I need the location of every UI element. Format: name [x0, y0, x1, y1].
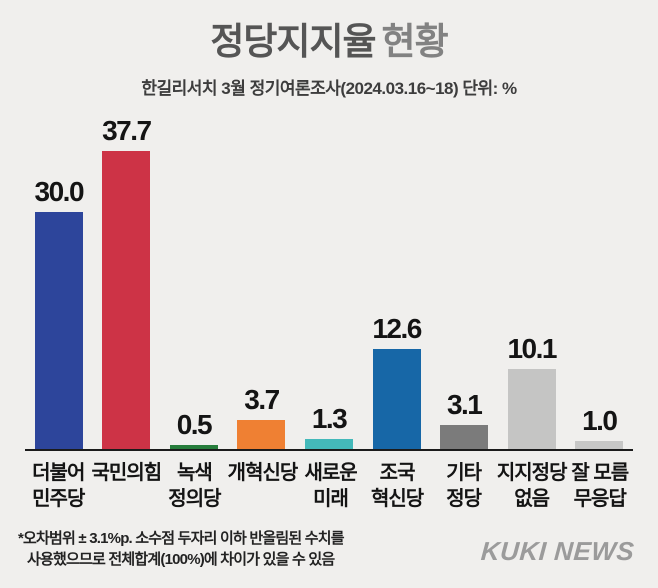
category-label: 녹색 정의당 [168, 461, 221, 510]
x-axis-line [25, 448, 633, 451]
category-label: 지지정당 없음 [496, 461, 568, 510]
category-label: 국민의힘 [91, 461, 163, 484]
bar-value-label: 0.5 [176, 408, 213, 440]
bar-chart: 30.0 37.7 0.5 3.7 1.3 12.6 3.1 10.1 1.0 더불어 민주당 국민… [0, 113, 658, 512]
category-label: 더불어 민주당 [32, 461, 85, 510]
bar-column: 0.5 [160, 408, 228, 449]
footnote: *오차범위 ± 3.1%p. 소수점 두자리 이하 반올림된 수치를 사용했으므… [18, 528, 345, 572]
bar-column: 3.7 [228, 383, 296, 449]
footnote-line-2: 사용했으므로 전체합계(100%)에 차이가 있을 수 있음 [27, 551, 335, 569]
bar [372, 348, 421, 449]
bar [34, 211, 83, 449]
bar [237, 419, 286, 449]
bar-value-label: 37.7 [102, 114, 152, 146]
category-label-row: 더불어 민주당 국민의힘 녹색 정의당 개혁신당 새로운 미래 조국 혁신당 기타 정당 지지정당 없음 잘… [25, 451, 633, 512]
category-label: 기타 정당 [446, 461, 482, 510]
plot-area: 30.0 37.7 0.5 3.7 1.3 12.6 3.1 10.1 1.0 [25, 113, 633, 449]
footnote-line-1: *오차범위 ± 3.1%p. 소수점 두자리 이하 반올림된 수치를 [18, 529, 345, 547]
category-label: 조국 혁신당 [370, 461, 424, 510]
chart-header: 정당지지율 현황 한길리서치 3월 정기여론조사(2024.03.16~18) 단… [0, 0, 658, 99]
bar-column: 10.1 [498, 332, 566, 449]
bar-value-label: 12.6 [372, 312, 422, 344]
page-title-sub: 현황 [381, 21, 449, 62]
bar [575, 440, 624, 449]
page-title-main: 정당지지율 [210, 21, 376, 62]
bar-column: 1.0 [566, 404, 634, 449]
bar-column: 12.6 [363, 312, 431, 449]
bar [169, 444, 218, 449]
kuki-news-logo: KUKI NEWS [479, 535, 636, 566]
category-label: 개혁신당 [227, 461, 299, 484]
bar-value-label: 10.1 [507, 332, 557, 364]
bar-column: 30.0 [25, 175, 93, 449]
bar-value-label: 1.3 [311, 402, 348, 434]
bar-value-label: 3.1 [446, 388, 483, 420]
survey-subtitle: 한길리서치 3월 정기여론조사(2024.03.16~18) 단위: % [141, 78, 517, 98]
bar [305, 438, 354, 449]
chart-footer: *오차범위 ± 3.1%p. 소수점 두자리 이하 반올림된 수치를 사용했으므… [0, 512, 658, 572]
bar-value-label: 3.7 [244, 383, 280, 415]
page-title: 정당지지율 현황 [0, 21, 658, 63]
category-label: 새로운 미래 [304, 461, 357, 510]
bar-value-label: 30.0 [34, 175, 85, 207]
bar-column: 1.3 [295, 402, 363, 449]
bar-column: 3.1 [430, 388, 498, 449]
bar-value-label: 1.0 [582, 404, 618, 436]
category-label: 잘 모름 무응답 [571, 461, 629, 510]
bar [102, 150, 151, 449]
bar-column: 37.7 [93, 114, 161, 449]
bar [440, 424, 489, 449]
bar [507, 368, 556, 449]
